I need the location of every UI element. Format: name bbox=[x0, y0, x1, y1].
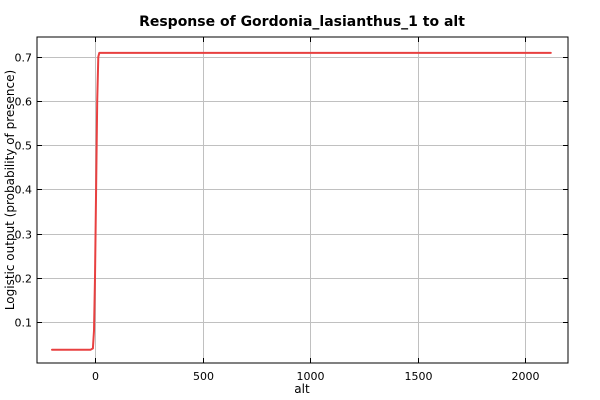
response-curve bbox=[51, 51, 552, 351]
chart-title: Response of Gordonia_lasianthus_1 to alt bbox=[139, 14, 465, 30]
x-tick-labels: 0 500 1000 1500 2000 bbox=[92, 370, 540, 383]
y-tick-label: 0.6 bbox=[15, 96, 33, 109]
series-group bbox=[51, 51, 552, 351]
y-axis-label: Logistic output (probability of presence… bbox=[3, 70, 17, 310]
y-tick-label: 0.7 bbox=[15, 52, 33, 65]
x-tick-label: 1500 bbox=[405, 370, 433, 383]
axis-ticks bbox=[37, 37, 568, 363]
y-tick-label: 0.5 bbox=[15, 140, 33, 153]
y-tick-label: 0.1 bbox=[15, 317, 33, 330]
y-tick-labels: 0.1 0.2 0.3 0.4 0.5 0.6 0.7 bbox=[15, 52, 33, 330]
x-tick-label: 500 bbox=[193, 370, 214, 383]
grid-lines bbox=[37, 37, 568, 363]
x-tick-label: 0 bbox=[92, 370, 99, 383]
x-axis-label: alt bbox=[294, 382, 310, 396]
x-tick-label: 1000 bbox=[297, 370, 325, 383]
plot-area-border bbox=[36, 36, 569, 364]
y-tick-label: 0.4 bbox=[15, 184, 33, 197]
y-tick-label: 0.2 bbox=[15, 273, 33, 286]
x-tick-label: 2000 bbox=[512, 370, 540, 383]
y-tick-label: 0.3 bbox=[15, 229, 33, 242]
